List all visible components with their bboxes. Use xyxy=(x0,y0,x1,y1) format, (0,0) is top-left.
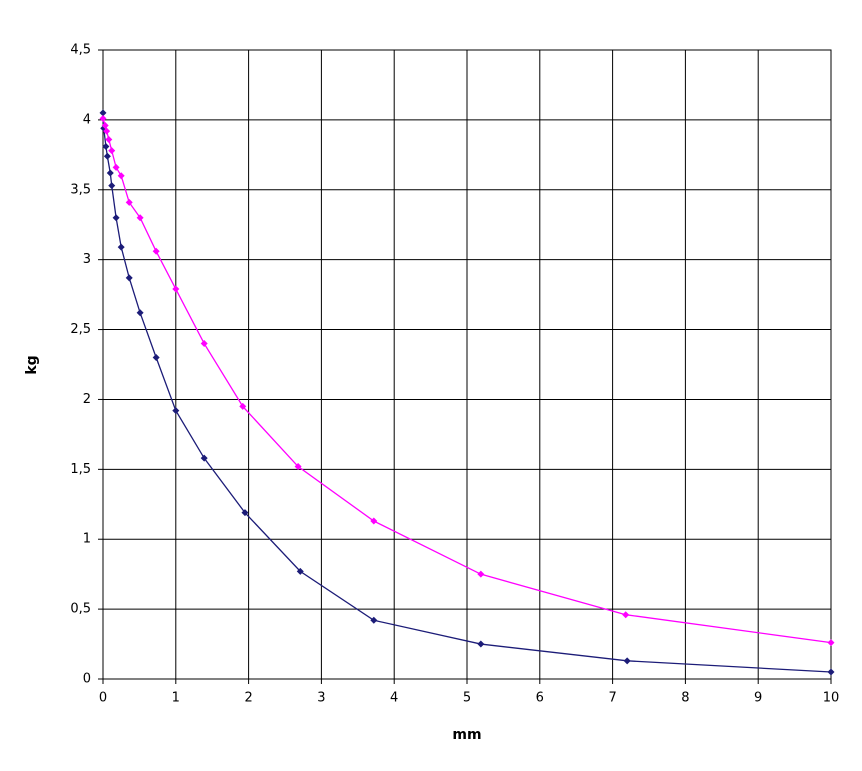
data-point xyxy=(623,657,631,665)
y-tick-label: 2 xyxy=(83,392,91,407)
data-point xyxy=(101,121,109,129)
data-point xyxy=(136,214,144,222)
x-tick-label: 4 xyxy=(390,691,398,706)
plot-frame xyxy=(102,49,832,680)
data-point xyxy=(239,402,247,410)
data-point xyxy=(152,247,160,255)
data-point xyxy=(172,407,180,415)
y-tick-label: 3,5 xyxy=(70,182,91,197)
y-tick-label: 1,5 xyxy=(70,462,91,477)
y-tick-label: 1 xyxy=(83,532,91,547)
x-axis-title: mm xyxy=(452,727,481,743)
x-tick-label: 2 xyxy=(244,691,252,706)
data-point xyxy=(108,182,116,190)
data-point xyxy=(106,169,114,177)
data-point xyxy=(125,198,133,206)
data-point xyxy=(477,640,485,648)
data-point xyxy=(172,285,180,293)
x-tick-label: 7 xyxy=(608,691,616,706)
data-point xyxy=(136,309,144,317)
y-tick-label: 0 xyxy=(83,672,91,687)
data-point xyxy=(102,142,110,150)
x-tick-label: 9 xyxy=(754,691,762,706)
x-tick-label: 0 xyxy=(99,691,107,706)
y-tick-label: 0,5 xyxy=(70,602,91,617)
data-point xyxy=(477,570,485,578)
y-tick-label: 2,5 xyxy=(70,322,91,337)
data-point xyxy=(294,463,302,471)
data-point xyxy=(103,127,111,135)
data-point xyxy=(241,509,249,517)
data-point xyxy=(370,616,378,624)
data-point xyxy=(117,172,125,180)
y-tick-label: 4 xyxy=(83,112,91,127)
x-tick-label: 8 xyxy=(681,691,689,706)
data-point xyxy=(112,214,120,222)
data-point xyxy=(622,611,630,619)
data-point xyxy=(370,517,378,525)
data-point xyxy=(827,639,835,647)
x-tick-label: 10 xyxy=(823,691,840,706)
y-tick-label: 4,5 xyxy=(70,43,91,58)
y-axis-title: kg xyxy=(24,355,40,374)
x-tick-label: 6 xyxy=(536,691,544,706)
data-point xyxy=(152,354,160,362)
x-tick-label: 1 xyxy=(172,691,180,706)
data-point xyxy=(296,567,304,575)
data-point xyxy=(105,135,113,143)
data-point xyxy=(117,243,125,251)
data-point xyxy=(827,668,835,676)
data-point xyxy=(112,163,120,171)
data-point xyxy=(200,454,208,462)
data-point xyxy=(125,274,133,282)
data-point xyxy=(200,340,208,348)
data-point xyxy=(99,114,107,122)
data-point xyxy=(103,152,111,160)
y-tick-label: 3 xyxy=(83,252,91,267)
data-point xyxy=(99,109,107,117)
x-tick-label: 3 xyxy=(317,691,325,706)
data-point xyxy=(108,147,116,155)
x-tick-label: 5 xyxy=(463,691,471,706)
